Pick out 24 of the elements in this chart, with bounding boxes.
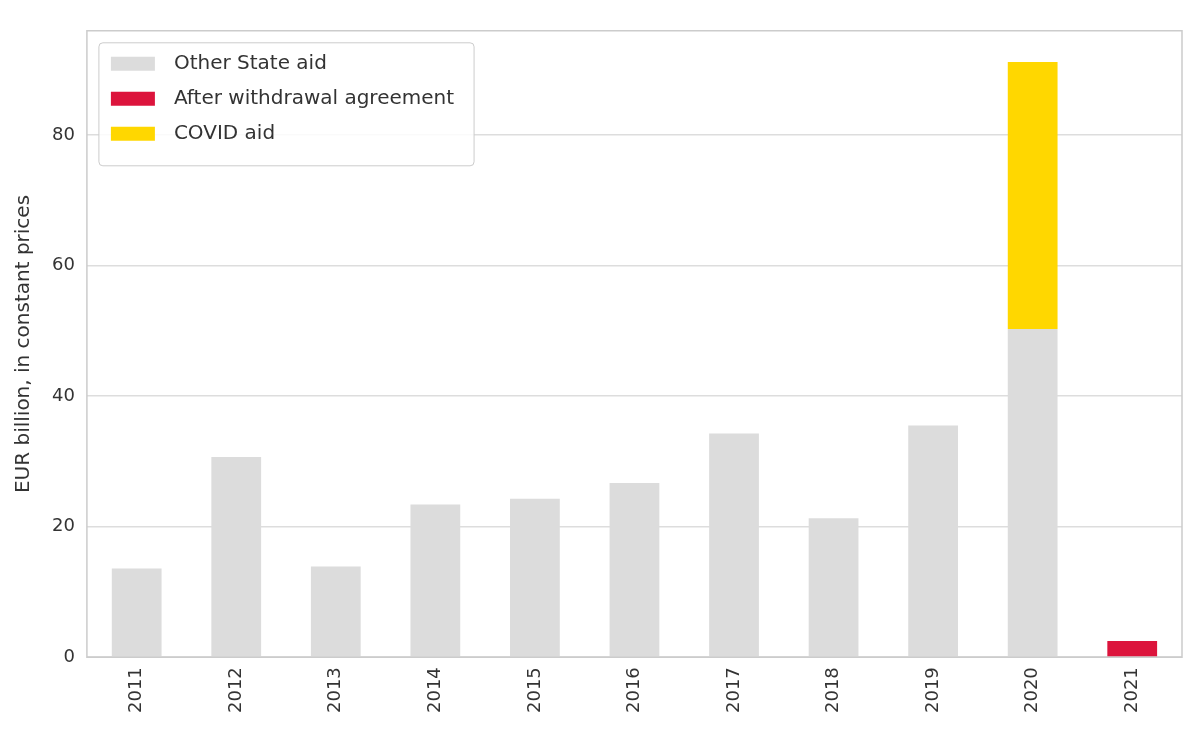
bar xyxy=(111,568,162,657)
y-tick-label: 0 xyxy=(63,644,75,666)
bar xyxy=(1107,640,1158,657)
y-tick-label: 40 xyxy=(52,383,75,405)
y-axis-title: EUR billion, in constant prices xyxy=(10,194,35,494)
x-tick-label: 2013 xyxy=(323,667,345,713)
legend-label: Other State aid xyxy=(173,50,327,74)
y-tick-label: 20 xyxy=(52,514,75,536)
legend-label: After withdrawal agreement xyxy=(173,85,455,109)
x-tick-label: 2014 xyxy=(423,667,445,713)
y-tick-label: 80 xyxy=(52,122,75,144)
bar xyxy=(1007,62,1058,329)
x-tick-label: 2018 xyxy=(821,667,843,713)
x-tick-label: 2017 xyxy=(721,667,743,713)
legend-label: COVID aid xyxy=(173,120,276,144)
bar xyxy=(310,566,361,657)
y-tick-label: 60 xyxy=(52,253,75,275)
x-tick-label: 2011 xyxy=(124,667,146,713)
x-tick-label: 2021 xyxy=(1119,667,1141,713)
x-tick-label: 2020 xyxy=(1020,667,1042,713)
x-tick-label: 2015 xyxy=(522,667,544,713)
x-tick-label: 2012 xyxy=(223,667,245,713)
x-tick-label: 2019 xyxy=(920,667,942,713)
x-tick-label: 2016 xyxy=(622,667,644,713)
